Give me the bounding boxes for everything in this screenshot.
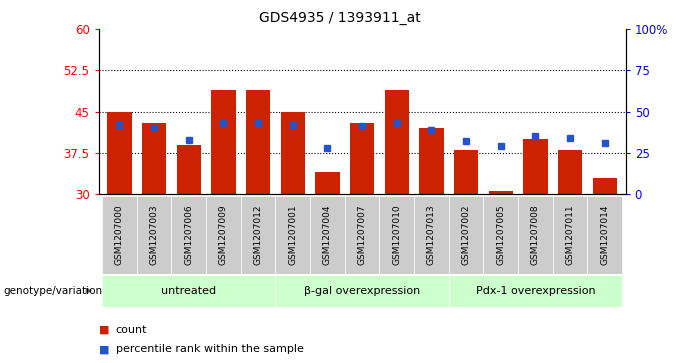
Bar — [102, 196, 137, 274]
Bar — [385, 90, 409, 194]
Bar — [449, 196, 483, 274]
Text: β-gal overexpression: β-gal overexpression — [304, 286, 420, 296]
Text: GSM1207011: GSM1207011 — [566, 205, 575, 265]
Bar — [142, 123, 166, 194]
Text: GSM1207006: GSM1207006 — [184, 205, 193, 265]
Text: GSM1207004: GSM1207004 — [323, 205, 332, 265]
Bar — [102, 275, 275, 307]
Text: percentile rank within the sample: percentile rank within the sample — [116, 344, 303, 354]
Bar — [449, 275, 622, 307]
Bar — [275, 275, 449, 307]
Bar — [177, 144, 201, 194]
Bar — [558, 150, 582, 194]
Bar — [489, 191, 513, 194]
Text: GSM1207005: GSM1207005 — [496, 205, 505, 265]
Bar — [171, 196, 206, 274]
Bar — [593, 178, 617, 194]
Bar — [350, 123, 374, 194]
Bar — [246, 90, 270, 194]
Text: genotype/variation: genotype/variation — [3, 286, 103, 296]
Bar — [241, 196, 275, 274]
Text: GSM1207012: GSM1207012 — [254, 205, 262, 265]
Bar — [414, 196, 449, 274]
Bar — [107, 111, 131, 194]
Bar — [137, 196, 171, 274]
Bar — [454, 150, 478, 194]
Text: GSM1207013: GSM1207013 — [427, 205, 436, 265]
Text: GSM1207000: GSM1207000 — [115, 205, 124, 265]
Bar — [310, 196, 345, 274]
Bar — [518, 196, 553, 274]
Bar — [379, 196, 414, 274]
Text: untreated: untreated — [161, 286, 216, 296]
Bar — [206, 196, 241, 274]
Text: GSM1207002: GSM1207002 — [462, 205, 471, 265]
Bar — [588, 196, 622, 274]
Bar — [553, 196, 588, 274]
Bar — [345, 196, 379, 274]
Text: GSM1207008: GSM1207008 — [531, 205, 540, 265]
Text: GSM1207001: GSM1207001 — [288, 205, 297, 265]
Bar — [275, 196, 310, 274]
Bar — [420, 128, 443, 194]
Bar — [211, 90, 235, 194]
Text: GDS4935 / 1393911_at: GDS4935 / 1393911_at — [259, 11, 421, 25]
Text: count: count — [116, 325, 147, 335]
Text: GSM1207003: GSM1207003 — [150, 205, 158, 265]
Text: GSM1207014: GSM1207014 — [600, 205, 609, 265]
Bar — [524, 139, 547, 194]
Text: Pdx-1 overexpression: Pdx-1 overexpression — [475, 286, 595, 296]
Text: ■: ■ — [99, 325, 109, 335]
Text: GSM1207007: GSM1207007 — [358, 205, 367, 265]
Text: GSM1207009: GSM1207009 — [219, 205, 228, 265]
Bar — [316, 172, 339, 194]
Bar — [483, 196, 518, 274]
Text: GSM1207010: GSM1207010 — [392, 205, 401, 265]
Text: ■: ■ — [99, 344, 109, 354]
Bar — [281, 111, 305, 194]
